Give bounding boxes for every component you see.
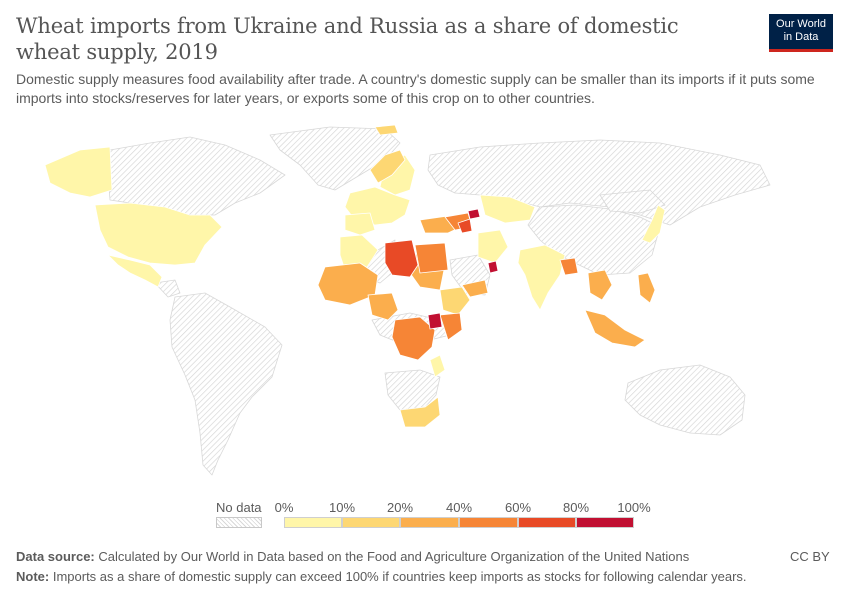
libya[interactable]	[384, 239, 419, 278]
legend-bin-40-60[interactable]	[459, 517, 518, 528]
uganda-rwanda[interactable]	[427, 312, 443, 330]
kazakhstan[interactable]	[479, 194, 536, 224]
russia[interactable]	[427, 139, 771, 226]
central-america-nodata[interactable]	[154, 279, 181, 298]
india[interactable]	[517, 244, 566, 311]
south-america[interactable]	[169, 292, 283, 476]
spain-portugal[interactable]	[344, 212, 376, 236]
georgia-armenia[interactable]	[467, 208, 481, 220]
logo-line-1: Our World	[776, 18, 826, 30]
chart-subtitle: Domestic supply measures food availabili…	[16, 71, 815, 106]
legend-tick-100: 100%	[617, 500, 651, 515]
uae-oman[interactable]	[487, 260, 499, 274]
alaska[interactable]	[44, 146, 113, 198]
data-source: Data source: Calculated by Our World in …	[16, 549, 689, 564]
note-text: Imports as a share of domestic supply ca…	[52, 569, 747, 584]
mongolia-east[interactable]	[599, 189, 666, 214]
canada[interactable]	[107, 136, 286, 216]
southeast-asia[interactable]	[587, 269, 613, 301]
legend-tick-40: 40%	[445, 500, 473, 515]
legend-bin-10-20[interactable]	[342, 517, 400, 528]
chart-note: Note: Imports as a share of domestic sup…	[16, 569, 747, 584]
logo-accent-bar	[769, 49, 833, 52]
iran[interactable]	[477, 229, 509, 264]
legend-tick-60: 60%	[504, 500, 532, 515]
southern-africa-nodata[interactable]	[384, 369, 441, 411]
owid-logo[interactable]: Our World in Data	[769, 14, 833, 52]
source-link[interactable]: Calculated by Our World in Data based on…	[98, 549, 690, 564]
united-states[interactable]	[94, 202, 223, 266]
legend-no-data-swatch[interactable]	[216, 517, 262, 528]
philippines[interactable]	[637, 272, 656, 304]
legend-tick-20: 20%	[386, 500, 414, 515]
egypt[interactable]	[414, 242, 449, 274]
nigeria[interactable]	[367, 292, 399, 321]
source-label: Data source:	[16, 549, 95, 564]
legend-tick-10: 10%	[328, 500, 356, 515]
congo-drc[interactable]	[391, 316, 436, 361]
legend-no-data-label: No data	[216, 500, 262, 515]
east-africa-pale[interactable]	[429, 354, 446, 378]
legend-bin-60-80[interactable]	[518, 517, 576, 528]
legend-tick-0: 0%	[274, 500, 294, 515]
mexico[interactable]	[107, 254, 163, 288]
logo-line-2: in Data	[783, 31, 819, 43]
greenland[interactable]	[269, 126, 401, 191]
australia[interactable]	[624, 364, 746, 436]
chart-title: Wheat imports from Ukraine and Russia as…	[16, 14, 679, 64]
world-map[interactable]	[0, 115, 850, 495]
legend-bin-80-100[interactable]	[576, 517, 634, 528]
yemen[interactable]	[461, 279, 489, 298]
legend-tick-80: 80%	[562, 500, 590, 515]
lebanon-syria[interactable]	[457, 218, 473, 234]
license-link[interactable]: CC BY	[790, 549, 830, 564]
ethiopia[interactable]	[439, 286, 471, 316]
legend-bin-0-10[interactable]	[284, 517, 342, 528]
iceland[interactable]	[374, 124, 399, 136]
scandinavia[interactable]	[369, 149, 406, 184]
note-label: Note:	[16, 569, 50, 584]
west-africa-sahel[interactable]	[317, 262, 379, 306]
indonesia[interactable]	[584, 309, 646, 348]
bangladesh[interactable]	[559, 257, 579, 276]
japan[interactable]	[641, 204, 666, 244]
tanzania-kenya[interactable]	[439, 312, 463, 341]
legend-bin-20-40[interactable]	[400, 517, 459, 528]
south-africa[interactable]	[399, 396, 441, 428]
